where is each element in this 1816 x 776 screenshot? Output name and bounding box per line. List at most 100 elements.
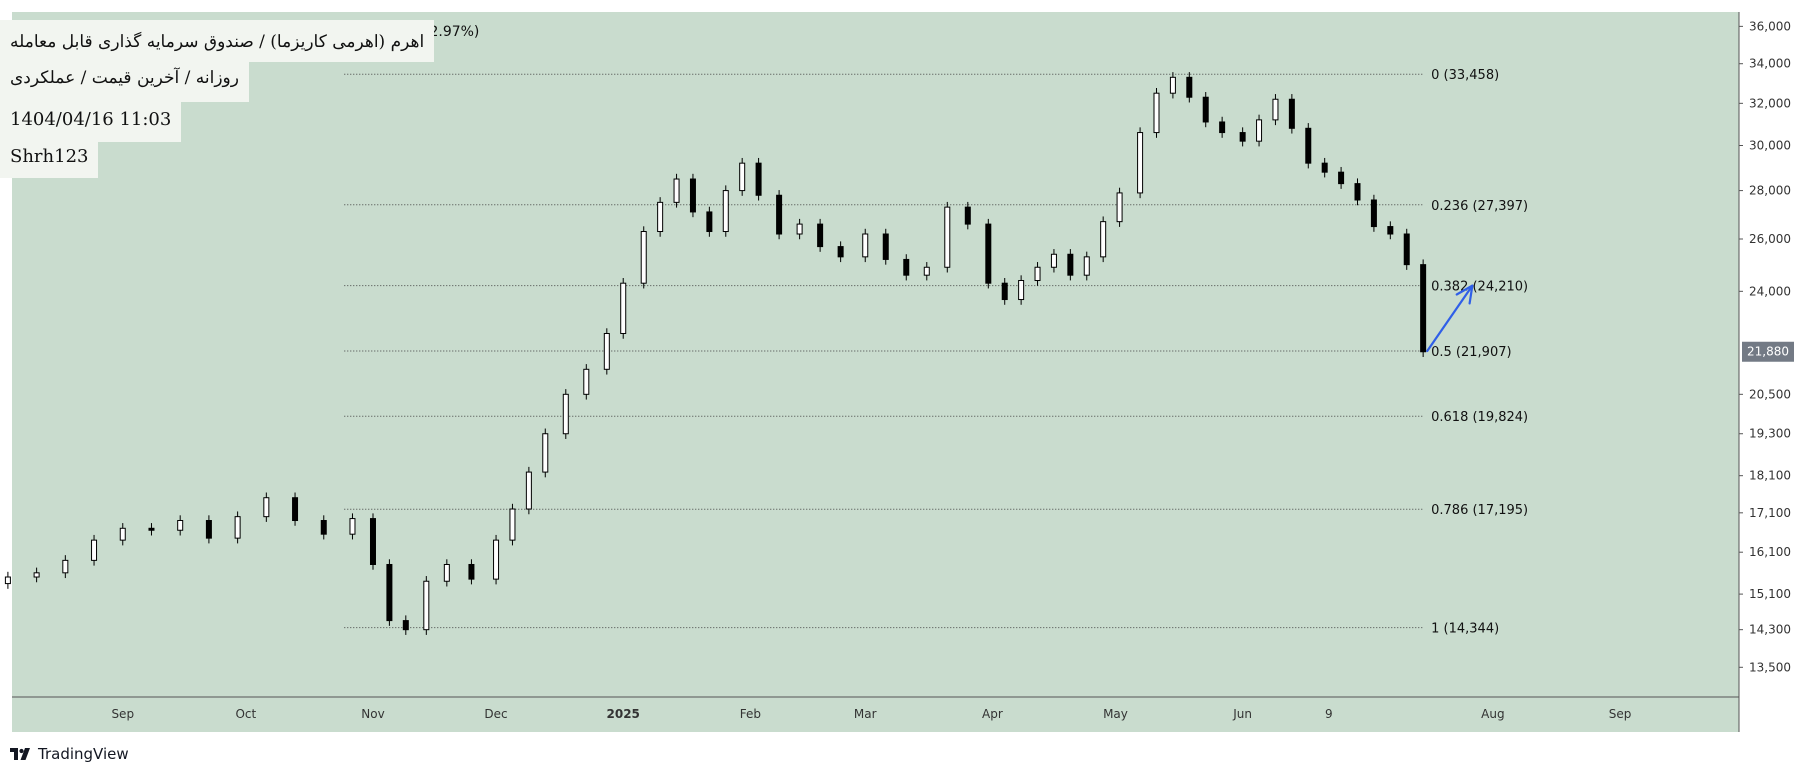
candle-body [542, 433, 549, 473]
arrow-shaft [1426, 284, 1474, 353]
time-tick-label: Jun [1232, 707, 1252, 721]
candle-body [1050, 253, 1057, 268]
candle-body [882, 233, 889, 260]
candle-body [1100, 221, 1107, 258]
plot-background [12, 12, 1739, 732]
candle-body [1370, 199, 1377, 228]
arrow-up-right-icon[interactable] [1426, 284, 1474, 353]
candle-body [1018, 280, 1025, 301]
candle-body [1288, 98, 1295, 129]
candle-body [583, 368, 590, 395]
candle-body [468, 563, 475, 580]
candle-body [796, 223, 803, 235]
candle-body [91, 539, 98, 561]
price-tick-label: 26,000 [1749, 232, 1791, 246]
time-axis[interactable]: Sep Oct Nov Dec 2025 Feb Mar Apr May Jun 9 Aug Sep [111, 707, 1631, 721]
candle-body [689, 178, 696, 213]
last-price-badge-box [1742, 341, 1794, 362]
time-tick-label: 9 [1325, 707, 1333, 721]
price-tick-label: 19,300 [1749, 427, 1791, 441]
candle-body [1387, 226, 1394, 235]
time-tick-label: Mar [854, 707, 877, 721]
candle-body [1169, 76, 1176, 94]
last-price-badge: 21,880 [1742, 341, 1794, 362]
price-tick-label: 14,300 [1749, 623, 1791, 637]
fibonacci-retracement[interactable]: 0 (33,458) 0.236 (27,397) 0.382 (24,210) 0.… [344, 68, 1528, 637]
candle-body [657, 201, 664, 233]
fib-label-1: 1 (14,344) [1431, 622, 1499, 637]
candle-body [349, 518, 356, 535]
candle-body [776, 194, 783, 235]
time-tick-label: May [1103, 707, 1128, 721]
price-tick-label: 36,000 [1749, 19, 1791, 33]
candle-body [1239, 132, 1246, 142]
candle-body [423, 580, 430, 631]
fib-label-0-786: 0.786 (17,195) [1431, 503, 1528, 518]
price-tick-label: 34,000 [1749, 57, 1791, 71]
candle-body [509, 508, 516, 541]
time-tick-label: Feb [740, 707, 761, 721]
candle-body [263, 497, 270, 518]
symbol-title: اهرم (اهرمی کاریزما) / صندوق سرمایه گذار… [0, 20, 435, 62]
candle-body [1256, 119, 1263, 142]
candle-body [1403, 233, 1410, 266]
time-tick-label: Oct [235, 707, 256, 721]
tradingview-brand[interactable]: TradingView [10, 744, 129, 764]
fib-label-0-5: 0.5 (21,907) [1431, 345, 1511, 360]
candle-body [964, 206, 971, 225]
price-tick-label: 30,000 [1749, 139, 1791, 153]
candle-body [923, 266, 930, 276]
candle-body [862, 233, 869, 258]
candle-body [1272, 98, 1279, 121]
candle-body [1202, 96, 1209, 123]
fib-label-0-618: 0.618 (19,824) [1431, 410, 1528, 425]
candle-body [603, 332, 610, 370]
candle-body [722, 190, 729, 233]
candle-body [903, 258, 910, 276]
time-tick-label: Dec [484, 707, 507, 721]
candle-body [706, 211, 713, 233]
price-tick-label: 20,500 [1749, 387, 1791, 401]
candle-body [1338, 171, 1345, 185]
candle-body [234, 516, 241, 539]
candle-body [62, 559, 69, 574]
candle-body [292, 497, 299, 522]
candle-body [673, 178, 680, 203]
tradingview-logo-icon [10, 748, 30, 760]
candle-body [755, 162, 762, 196]
price-tick-label: 15,100 [1749, 587, 1791, 601]
author-name: Shrh123 [0, 140, 99, 178]
candle-body [1083, 256, 1090, 276]
price-tick-label: 24,000 [1749, 284, 1791, 298]
candle-body [837, 246, 844, 258]
time-tick-label: Apr [982, 707, 1003, 721]
candle-body [1034, 266, 1041, 282]
time-tick-label: Nov [361, 707, 384, 721]
time-tick-label: Aug [1481, 707, 1504, 721]
candle-body [1153, 92, 1160, 134]
time-tick-label: 2025 [607, 707, 640, 721]
interval-label: روزانه / آخرین قیمت / عملکردی [0, 60, 249, 102]
candle-body [119, 527, 126, 541]
candle-body [620, 282, 627, 334]
brand-name: TradingView [38, 745, 129, 763]
candle-body [1305, 127, 1312, 164]
time-tick-label: Sep [1609, 707, 1632, 721]
candle-body [493, 539, 500, 580]
candle-body [640, 231, 647, 284]
candle-body [443, 563, 450, 582]
candle-body [4, 576, 11, 585]
candle-body [562, 393, 569, 435]
candle-body [1001, 282, 1008, 301]
candle-body [320, 520, 327, 535]
candle-body [1067, 253, 1074, 276]
candle-body [33, 572, 40, 578]
price-tick-label: 13,500 [1749, 660, 1791, 674]
price-tick-label: 28,000 [1749, 184, 1791, 198]
price-axis[interactable]: 36,000 34,000 32,000 30,000 28,000 26,000 24,0… [1739, 19, 1791, 674]
candle-body [1186, 76, 1193, 98]
last-price-badge-label: 21,880 [1747, 345, 1789, 359]
time-tick-label: Sep [111, 707, 134, 721]
